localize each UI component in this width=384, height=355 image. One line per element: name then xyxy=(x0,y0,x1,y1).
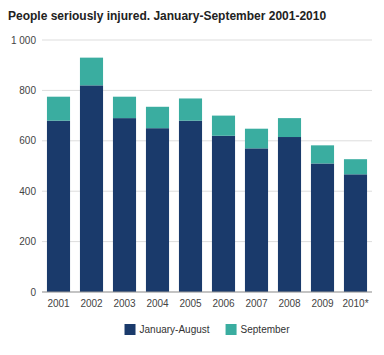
bar xyxy=(179,98,202,120)
bar xyxy=(80,85,103,292)
bar xyxy=(311,145,334,163)
y-tick-label: 400 xyxy=(19,186,36,197)
bar xyxy=(245,148,268,292)
title: People seriously injured. January-Septem… xyxy=(8,9,326,23)
bar xyxy=(80,58,103,86)
x-tick-label: 2008 xyxy=(278,298,301,309)
legend-swatch xyxy=(226,324,237,335)
legend-label: September xyxy=(241,324,291,335)
bar xyxy=(146,107,169,128)
y-tick-label: 800 xyxy=(19,85,36,96)
x-tick-label: 2001 xyxy=(47,298,70,309)
bar xyxy=(146,128,169,292)
legend-swatch xyxy=(125,324,136,335)
bar xyxy=(278,118,301,137)
legend-label: January-August xyxy=(140,324,210,335)
legend: January-August September xyxy=(125,324,291,335)
x-tick-label: 2003 xyxy=(113,298,136,309)
bar xyxy=(278,137,301,292)
x-tick-label: 2004 xyxy=(146,298,169,309)
y-axis: 0 200 400 600 800 1 000 xyxy=(11,35,372,298)
x-tick-label: 2002 xyxy=(80,298,103,309)
x-tick-label: 2009 xyxy=(311,298,334,309)
bar xyxy=(113,118,136,292)
y-tick-label: 1 000 xyxy=(11,35,36,46)
bar xyxy=(245,129,268,149)
bars xyxy=(47,58,367,292)
grid-line xyxy=(42,292,372,293)
x-tick-label: 2007 xyxy=(245,298,268,309)
x-tick-label: 2006 xyxy=(212,298,235,309)
bar xyxy=(47,97,70,121)
chart-container: People seriously injured. January-Septem… xyxy=(0,0,384,355)
y-tick-label: 600 xyxy=(19,135,36,146)
y-tick-label: 200 xyxy=(19,236,36,247)
bar xyxy=(212,116,235,136)
bar xyxy=(212,136,235,292)
bar xyxy=(344,159,367,174)
x-tick-label: 2005 xyxy=(179,298,202,309)
bar xyxy=(179,121,202,292)
bar xyxy=(311,163,334,292)
y-tick-label: 0 xyxy=(30,287,36,298)
x-tick-label: 2010* xyxy=(342,298,368,309)
x-axis-line xyxy=(42,292,372,293)
bar xyxy=(47,121,70,292)
x-axis: 2001 2002 2003 2004 2005 2006 2007 2008 2009 2010… xyxy=(42,292,372,309)
bar xyxy=(344,174,367,292)
grid-line xyxy=(42,40,372,41)
chart-svg: People seriously injured. January-Septem… xyxy=(0,0,384,355)
bar xyxy=(113,97,136,118)
